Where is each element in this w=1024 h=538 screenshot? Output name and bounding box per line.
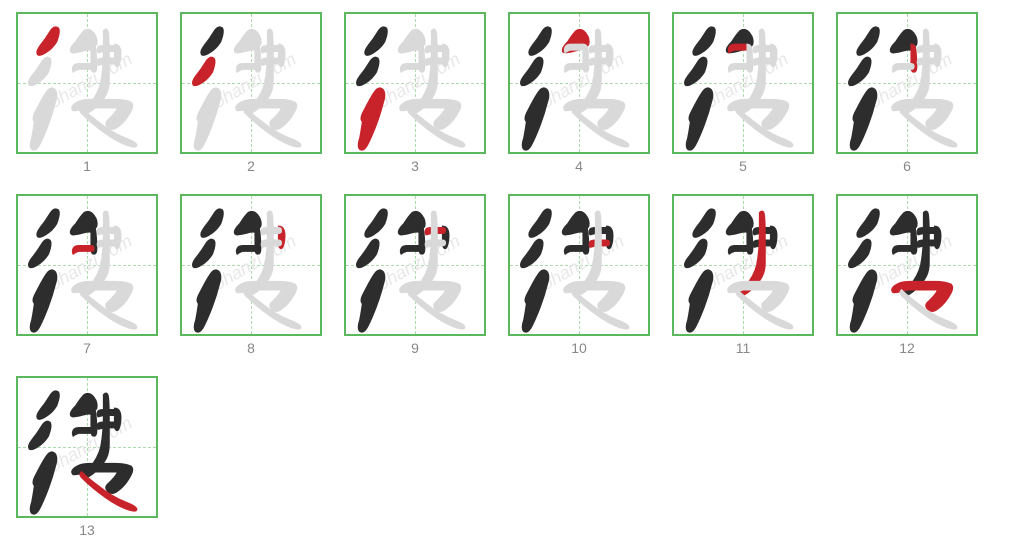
character-box: yohanzi.com (508, 194, 650, 336)
stroke-number: 13 (79, 522, 95, 538)
character-box: yohanzi.com (836, 194, 978, 336)
character-svg (18, 378, 156, 516)
stroke-number: 10 (571, 340, 587, 356)
stroke-cell: yohanzi.com 10 (508, 194, 650, 356)
character-box: yohanzi.com (344, 194, 486, 336)
stroke-cell: yohanzi.com 8 (180, 194, 322, 356)
character-box: yohanzi.com (16, 12, 158, 154)
stroke-cell: yohanzi.com 12 (836, 194, 978, 356)
character-box: yohanzi.com (836, 12, 978, 154)
character-svg (18, 14, 156, 152)
character-svg (346, 14, 484, 152)
stroke-number: 3 (411, 158, 419, 174)
character-box: yohanzi.com (672, 194, 814, 336)
character-box: yohanzi.com (180, 194, 322, 336)
stroke-order-grid: yohanzi.com1yohanzi.com2yohanzi.com3yoha… (16, 12, 1008, 538)
character-box: yohanzi.com (672, 12, 814, 154)
stroke-number: 2 (247, 158, 255, 174)
stroke-number: 9 (411, 340, 419, 356)
character-svg (674, 196, 812, 334)
stroke-cell: yohanzi.com 3 (344, 12, 486, 174)
stroke-number: 7 (83, 340, 91, 356)
stroke-number: 12 (899, 340, 915, 356)
character-svg (346, 196, 484, 334)
stroke-number: 8 (247, 340, 255, 356)
character-svg (18, 196, 156, 334)
stroke-number: 11 (736, 340, 751, 356)
character-svg (838, 196, 976, 334)
stroke-cell: yohanzi.com 5 (672, 12, 814, 174)
character-box: yohanzi.com (16, 194, 158, 336)
character-svg (674, 14, 812, 152)
stroke-number: 6 (903, 158, 911, 174)
character-box: yohanzi.com (344, 12, 486, 154)
stroke-number: 5 (739, 158, 747, 174)
stroke-cell: yohanzi.com 6 (836, 12, 978, 174)
character-box: yohanzi.com (180, 12, 322, 154)
character-svg (182, 196, 320, 334)
character-box: yohanzi.com (508, 12, 650, 154)
character-box: yohanzi.com (16, 376, 158, 518)
stroke-cell: yohanzi.com 2 (180, 12, 322, 174)
character-svg (838, 14, 976, 152)
character-svg (510, 14, 648, 152)
stroke-cell: yohanzi.com 7 (16, 194, 158, 356)
stroke-cell: yohanzi.com 13 (16, 376, 158, 538)
character-svg (182, 14, 320, 152)
stroke-cell: yohanzi.com 9 (344, 194, 486, 356)
stroke-number: 4 (575, 158, 583, 174)
character-svg (510, 196, 648, 334)
stroke-cell: yohanzi.com 1 (16, 12, 158, 174)
stroke-cell: yohanzi.com 11 (672, 194, 814, 356)
stroke-number: 1 (83, 158, 91, 174)
stroke-cell: yohanzi.com 4 (508, 12, 650, 174)
